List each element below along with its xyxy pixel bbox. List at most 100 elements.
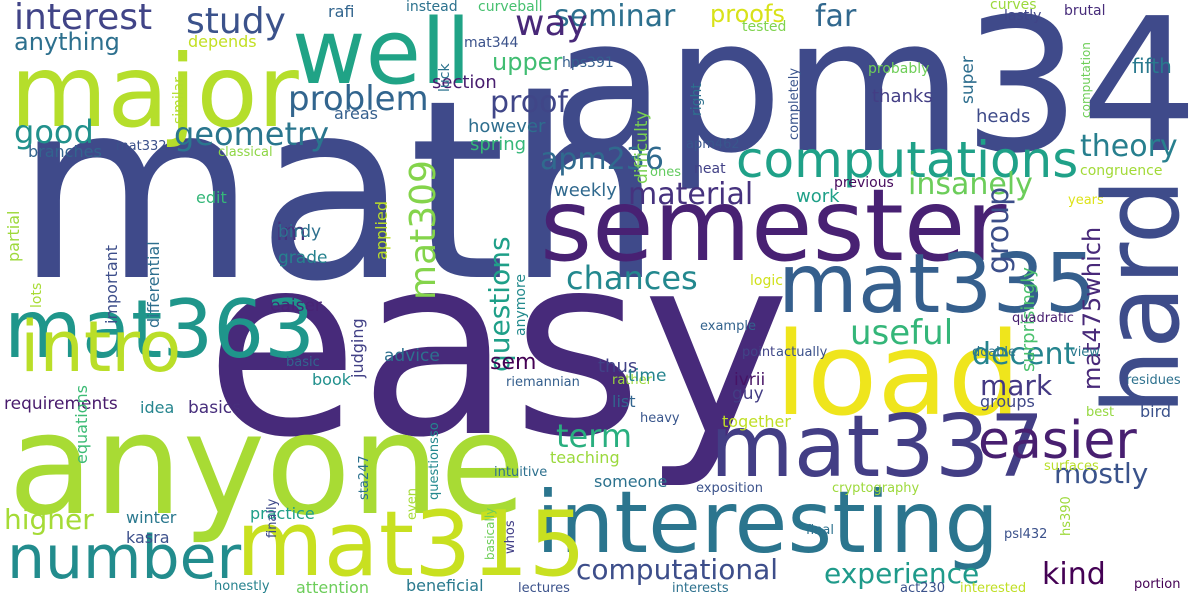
- word: work: [796, 186, 840, 207]
- word: computation: [1079, 42, 1093, 118]
- word: mat315: [236, 492, 586, 597]
- word: applied: [372, 200, 391, 260]
- word: example: [700, 319, 756, 334]
- word: proof: [490, 85, 568, 120]
- word: book: [312, 370, 351, 389]
- word: years: [1068, 193, 1104, 208]
- word: whos: [503, 520, 518, 554]
- word: useful: [850, 313, 954, 353]
- word: super: [958, 56, 978, 104]
- word: well: [292, 0, 471, 105]
- word: upper: [492, 48, 563, 76]
- word: apm236: [540, 142, 664, 177]
- word: intuitive: [494, 465, 548, 480]
- word: hs390: [1059, 496, 1074, 536]
- word: anyone: [8, 384, 526, 547]
- word: even: [405, 488, 420, 520]
- word: completely: [787, 67, 802, 140]
- word: however: [468, 116, 546, 137]
- word: mat332: [116, 139, 167, 154]
- word: heads: [976, 106, 1031, 127]
- word: teaching: [550, 448, 620, 467]
- word: curveball: [478, 0, 543, 15]
- word: interested: [960, 581, 1027, 596]
- word: mat344: [464, 35, 519, 51]
- word: honestly: [214, 579, 270, 594]
- word: computations: [736, 131, 1079, 189]
- word: logic: [750, 273, 783, 289]
- word: probably: [868, 61, 930, 77]
- word: way: [515, 3, 588, 44]
- word: partial: [4, 210, 23, 262]
- word: mostly: [1054, 457, 1149, 490]
- word: edit: [196, 188, 227, 207]
- word: problem: [288, 79, 429, 119]
- word: portion: [1134, 577, 1181, 592]
- word: interest: [14, 0, 153, 38]
- word: section: [432, 72, 497, 93]
- word: tested: [742, 19, 787, 35]
- word: apm346: [552, 0, 1200, 194]
- word: lots: [29, 282, 45, 308]
- word: term: [556, 417, 632, 455]
- word: easier: [978, 411, 1137, 471]
- word: interests: [672, 581, 729, 596]
- word: insanely: [908, 167, 1033, 202]
- word: hps391: [562, 55, 614, 71]
- word: best: [1086, 405, 1115, 420]
- word: hard: [1081, 178, 1200, 415]
- word: act230: [900, 581, 946, 596]
- word: someone: [594, 472, 668, 491]
- word: beneficial: [406, 576, 484, 595]
- word: fifth: [1132, 54, 1172, 78]
- word: mat363: [4, 283, 316, 376]
- word: major: [10, 33, 299, 150]
- word: branches: [28, 142, 102, 161]
- word: basic: [286, 355, 320, 370]
- word: idea: [140, 398, 175, 417]
- word: semester: [540, 167, 1007, 284]
- word: together: [722, 412, 791, 431]
- word: similar: [171, 77, 187, 124]
- word: congruence: [1080, 163, 1163, 179]
- word: point: [742, 345, 776, 360]
- word: quadratic: [1012, 311, 1074, 326]
- word: mark: [980, 369, 1053, 402]
- word: ones: [650, 165, 681, 180]
- word: intro: [20, 306, 182, 388]
- word: cryptography: [832, 481, 920, 496]
- word: right: [689, 83, 705, 116]
- word: residues: [1126, 373, 1181, 388]
- word: thus: [598, 356, 638, 377]
- word: weekly: [554, 180, 617, 201]
- word: seminar: [554, 0, 676, 34]
- word: bird: [1140, 402, 1172, 421]
- word: rather: [612, 373, 652, 388]
- word: heavy: [640, 411, 680, 426]
- word: theory: [1080, 129, 1178, 164]
- word: riemannian: [506, 375, 580, 390]
- word: sta247: [357, 455, 372, 500]
- word: view: [1070, 345, 1100, 360]
- word: number: [7, 523, 242, 593]
- word: spring: [470, 134, 527, 155]
- word: curves: [990, 0, 1037, 13]
- word: chances: [566, 259, 698, 297]
- word: basics: [188, 398, 241, 418]
- word: ivrii: [734, 370, 766, 390]
- word: far: [815, 0, 857, 34]
- word: areas: [334, 104, 379, 123]
- word: judging: [348, 318, 367, 378]
- word: anything: [14, 28, 120, 56]
- word: doable: [972, 345, 1017, 360]
- word: mat335: [778, 237, 1097, 332]
- word: questionsso: [427, 422, 442, 500]
- word: birdy: [278, 222, 322, 242]
- word: attention: [296, 578, 369, 597]
- word: mat337: [710, 397, 1045, 497]
- word: sem: [490, 350, 537, 375]
- word: decent: [972, 337, 1076, 372]
- word: classical: [218, 145, 273, 160]
- word: guy: [732, 384, 764, 404]
